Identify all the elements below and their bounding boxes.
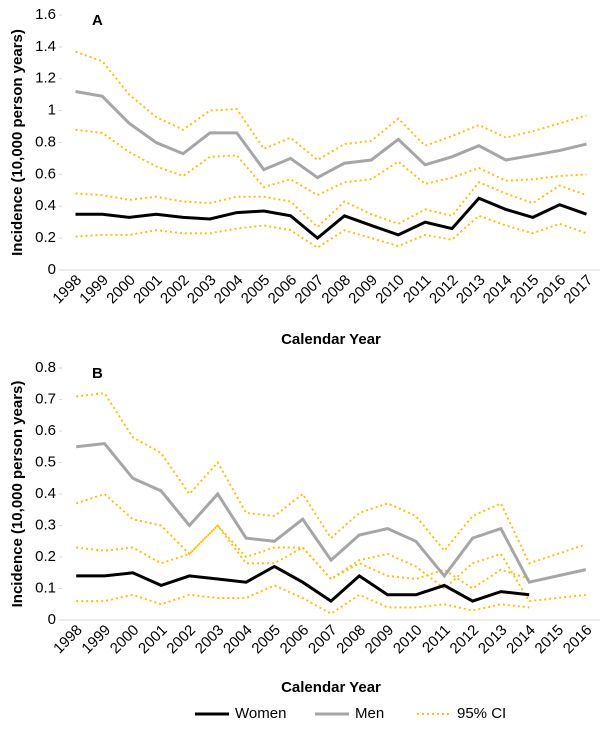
x-tick-label: 2016 bbox=[534, 272, 570, 308]
x-tick-label: 2008 bbox=[318, 272, 354, 308]
x-tick-label: 2010 bbox=[372, 272, 408, 308]
y-axis-title: Incidence (10,000 person years) bbox=[9, 381, 26, 608]
y-tick-label: 0.3 bbox=[35, 516, 56, 533]
y-tick-label: 0.4 bbox=[35, 197, 56, 214]
x-tick-label: 2014 bbox=[480, 272, 516, 308]
ci-lower-line bbox=[75, 492, 586, 603]
x-axis-title: Calendar Year bbox=[281, 331, 381, 348]
x-tick-label: 2017 bbox=[561, 272, 597, 308]
x-tick-label: 2015 bbox=[507, 272, 543, 308]
y-tick-label: 0.2 bbox=[35, 229, 56, 246]
series-line bbox=[75, 196, 587, 241]
y-tick-label: 0.6 bbox=[35, 422, 56, 439]
x-tick-label: 1999 bbox=[78, 622, 114, 658]
x-tick-label: 2011 bbox=[400, 272, 435, 307]
x-tick-label: 2014 bbox=[503, 622, 539, 658]
ci-upper-line bbox=[76, 392, 587, 565]
y-tick-label: 0.1 bbox=[35, 579, 56, 596]
x-tick-label: 2002 bbox=[157, 272, 193, 308]
x-tick-label: 2005 bbox=[238, 272, 274, 308]
panel-label: B bbox=[92, 365, 103, 382]
x-tick-label: 2003 bbox=[192, 622, 228, 658]
y-tick-label: 1.6 bbox=[35, 6, 56, 23]
y-tick-label: 0.2 bbox=[35, 548, 56, 565]
y-tick-label: 1.4 bbox=[35, 38, 56, 55]
x-tick-label: 2011 bbox=[419, 622, 454, 657]
ci-upper-line bbox=[75, 181, 587, 229]
x-tick-label: 2016 bbox=[560, 622, 596, 658]
x-tick-label: 2001 bbox=[135, 622, 171, 658]
ci-upper-line bbox=[76, 524, 530, 590]
x-tick-label: 2012 bbox=[426, 272, 462, 308]
x-tick-label: 2004 bbox=[211, 272, 247, 308]
x-tick-label: 2000 bbox=[103, 272, 139, 308]
ci-lower-line bbox=[75, 128, 587, 197]
ci-lower-line bbox=[75, 214, 587, 249]
y-tick-label: 0.6 bbox=[35, 165, 56, 182]
x-tick-label: 2007 bbox=[292, 272, 328, 308]
legend-label: Women bbox=[235, 705, 286, 722]
series-line bbox=[76, 564, 530, 603]
legend-label: Men bbox=[355, 705, 384, 722]
x-tick-label: 2008 bbox=[333, 622, 369, 658]
y-tick-label: 0.5 bbox=[35, 453, 56, 470]
y-tick-label: 1.2 bbox=[35, 70, 56, 87]
x-tick-label: 2006 bbox=[265, 272, 301, 308]
x-tick-label: 2004 bbox=[220, 622, 256, 658]
x-tick-label: 2013 bbox=[475, 622, 511, 658]
y-tick-label: 0 bbox=[48, 261, 56, 278]
y-tick-label: 0.4 bbox=[35, 485, 56, 502]
x-tick-label: 1999 bbox=[76, 272, 112, 308]
y-axis-title: Incidence (10,000 person years) bbox=[9, 29, 26, 256]
x-tick-label: 2000 bbox=[107, 622, 143, 658]
panel-label: A bbox=[92, 12, 103, 29]
ci-upper-line bbox=[75, 50, 587, 162]
x-tick-label: 2001 bbox=[130, 272, 166, 308]
x-tick-label: 2010 bbox=[390, 622, 426, 658]
series-line bbox=[76, 442, 587, 584]
y-tick-label: 0 bbox=[48, 611, 56, 628]
x-tick-label: 2005 bbox=[248, 622, 284, 658]
ci-lower-line bbox=[76, 584, 530, 615]
series-line bbox=[75, 90, 587, 180]
y-tick-label: 0.8 bbox=[35, 359, 56, 376]
x-tick-label: 2009 bbox=[345, 272, 381, 308]
x-tick-label: 2007 bbox=[305, 622, 341, 658]
x-tick-label: 2009 bbox=[362, 622, 398, 658]
x-tick-label: 2006 bbox=[277, 622, 313, 658]
x-axis-title: Calendar Year bbox=[281, 679, 381, 696]
x-tick-label: 2012 bbox=[447, 622, 483, 658]
legend-label: 95% CI bbox=[457, 705, 506, 722]
x-tick-label: 2013 bbox=[453, 272, 489, 308]
x-tick-label: 2003 bbox=[184, 272, 220, 308]
y-tick-label: 0.7 bbox=[35, 390, 56, 407]
y-tick-label: 1 bbox=[48, 102, 56, 119]
y-tick-label: 0.8 bbox=[35, 133, 56, 150]
x-tick-label: 2002 bbox=[163, 622, 199, 658]
x-tick-label: 2015 bbox=[532, 622, 568, 658]
